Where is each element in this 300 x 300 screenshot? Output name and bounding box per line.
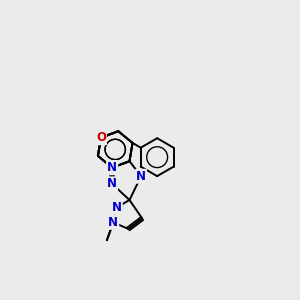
- Text: N: N: [96, 131, 106, 144]
- Text: N: N: [107, 161, 117, 174]
- Text: N: N: [112, 201, 122, 214]
- Text: N: N: [107, 161, 117, 174]
- Text: N: N: [107, 177, 117, 190]
- Text: N: N: [136, 170, 146, 183]
- Text: O: O: [96, 131, 106, 144]
- Text: N: N: [108, 216, 118, 229]
